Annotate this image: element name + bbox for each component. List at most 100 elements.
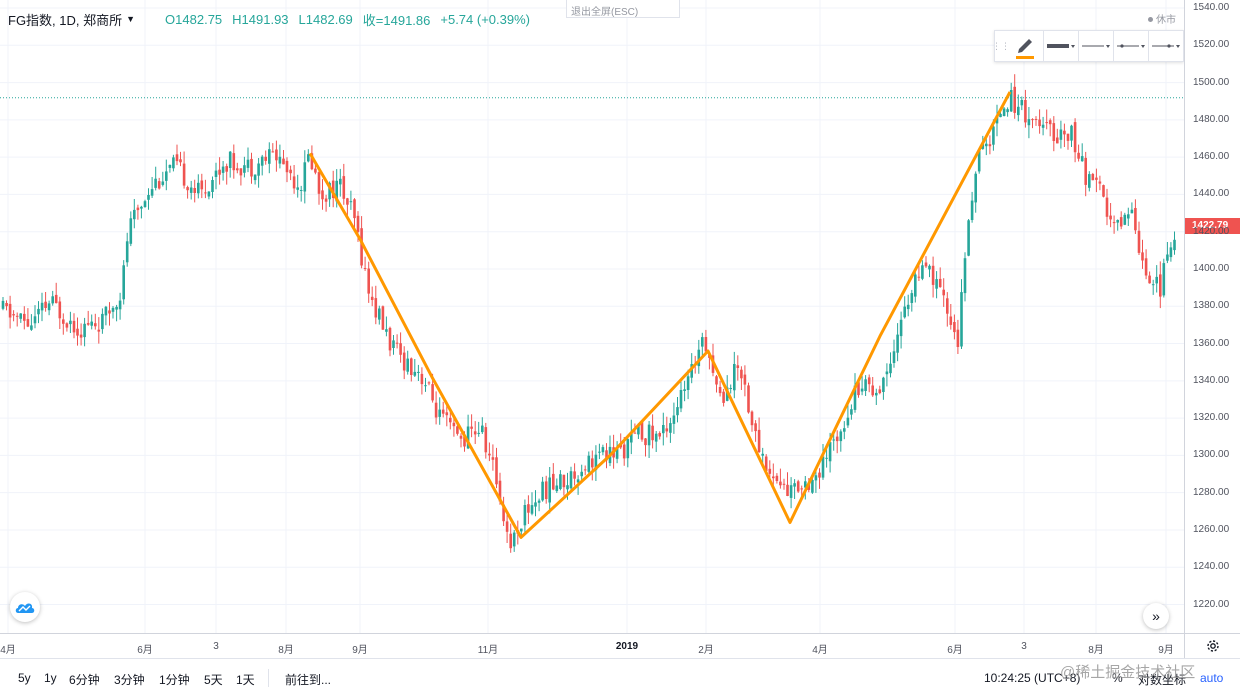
range-1min[interactable]: 1分钟 bbox=[159, 673, 190, 687]
candle[interactable] bbox=[62, 313, 65, 335]
candle[interactable] bbox=[860, 376, 864, 396]
candle[interactable] bbox=[523, 499, 527, 534]
candle[interactable] bbox=[722, 388, 725, 407]
candle[interactable] bbox=[5, 300, 8, 311]
candle[interactable] bbox=[154, 166, 157, 191]
candle[interactable] bbox=[427, 381, 431, 386]
candle[interactable] bbox=[477, 421, 480, 437]
candle[interactable] bbox=[125, 232, 129, 267]
candle[interactable] bbox=[665, 416, 669, 438]
candle[interactable] bbox=[470, 414, 473, 438]
candle[interactable] bbox=[1059, 120, 1063, 149]
candle[interactable] bbox=[15, 312, 19, 327]
candle[interactable] bbox=[342, 163, 346, 205]
candle[interactable] bbox=[1102, 184, 1105, 198]
candle[interactable] bbox=[118, 292, 122, 320]
candle[interactable] bbox=[1166, 242, 1169, 264]
candle[interactable] bbox=[885, 363, 889, 387]
chart-settings-button[interactable] bbox=[1184, 633, 1240, 658]
candle[interactable] bbox=[615, 441, 619, 464]
range-1y[interactable]: 1y bbox=[44, 671, 57, 685]
candle[interactable] bbox=[200, 173, 204, 199]
candle[interactable] bbox=[733, 351, 736, 399]
candle[interactable] bbox=[413, 359, 417, 377]
candle[interactable] bbox=[1006, 107, 1009, 117]
candle[interactable] bbox=[172, 154, 175, 172]
candle[interactable] bbox=[292, 165, 296, 194]
candle[interactable] bbox=[168, 164, 172, 173]
candle[interactable] bbox=[104, 305, 108, 326]
candle[interactable] bbox=[935, 271, 938, 299]
candle[interactable] bbox=[1112, 215, 1116, 234]
candle[interactable] bbox=[1084, 151, 1087, 197]
candle[interactable] bbox=[23, 306, 26, 330]
candle[interactable] bbox=[704, 329, 708, 352]
drag-handle-icon[interactable]: ⋮⋮ bbox=[992, 40, 1010, 51]
candle[interactable] bbox=[530, 492, 534, 516]
candle[interactable] bbox=[630, 419, 633, 455]
candle[interactable] bbox=[86, 310, 90, 326]
candle[interactable] bbox=[871, 377, 874, 397]
candle[interactable] bbox=[1123, 212, 1127, 226]
candle[interactable] bbox=[715, 375, 718, 393]
candle[interactable] bbox=[37, 301, 40, 324]
line-end-arrow-icon[interactable] bbox=[1149, 31, 1183, 61]
candle[interactable] bbox=[1070, 124, 1073, 147]
candle[interactable] bbox=[197, 174, 200, 199]
candle[interactable] bbox=[686, 369, 690, 400]
candle[interactable] bbox=[1038, 109, 1041, 134]
candle[interactable] bbox=[179, 151, 182, 167]
candle[interactable] bbox=[218, 157, 221, 185]
percent-scale-toggle[interactable]: % bbox=[1112, 671, 1123, 685]
price-axis[interactable]: 1422.79 1540.00 1520.00 1500.00 1480.00 1460… bbox=[1184, 0, 1240, 633]
line-style-dotted-icon[interactable] bbox=[1114, 31, 1148, 61]
candle[interactable] bbox=[747, 382, 750, 414]
candlestick-series[interactable] bbox=[1, 74, 1176, 553]
candle[interactable] bbox=[402, 346, 406, 380]
candle[interactable] bbox=[736, 355, 740, 381]
candle[interactable] bbox=[875, 388, 878, 405]
candle[interactable] bbox=[115, 304, 118, 322]
candle[interactable] bbox=[740, 366, 743, 390]
candle[interactable] bbox=[1137, 221, 1141, 255]
candle[interactable] bbox=[1027, 107, 1031, 139]
candle[interactable] bbox=[914, 268, 917, 303]
candle[interactable] bbox=[122, 260, 125, 305]
candle[interactable] bbox=[789, 477, 793, 509]
candle[interactable] bbox=[260, 154, 264, 176]
candle[interactable] bbox=[1052, 116, 1056, 152]
line-width-icon[interactable] bbox=[1044, 31, 1078, 61]
candle[interactable] bbox=[796, 479, 800, 493]
candle[interactable] bbox=[527, 495, 530, 524]
candle[interactable] bbox=[583, 465, 587, 476]
candle[interactable] bbox=[491, 444, 495, 471]
pencil-icon[interactable] bbox=[1007, 31, 1043, 61]
range-5y[interactable]: 5y bbox=[18, 671, 31, 685]
candle[interactable] bbox=[662, 412, 665, 446]
candle[interactable] bbox=[321, 179, 324, 210]
candle[interactable] bbox=[1045, 109, 1048, 130]
chevron-down-icon[interactable]: ▼ bbox=[126, 14, 136, 24]
candle[interactable] bbox=[289, 165, 292, 181]
candle[interactable] bbox=[257, 158, 260, 188]
candle[interactable] bbox=[1134, 199, 1137, 234]
candle[interactable] bbox=[786, 472, 789, 497]
candle[interactable] bbox=[370, 286, 374, 307]
candle[interactable] bbox=[495, 447, 498, 489]
candle[interactable] bbox=[204, 179, 207, 199]
candle[interactable] bbox=[441, 401, 445, 418]
candle[interactable] bbox=[488, 442, 491, 462]
candle[interactable] bbox=[928, 264, 931, 278]
candle[interactable] bbox=[1148, 271, 1151, 284]
candle[interactable] bbox=[94, 313, 97, 330]
candle[interactable] bbox=[608, 435, 612, 467]
candle[interactable] bbox=[1144, 249, 1148, 280]
candle[interactable] bbox=[1041, 116, 1045, 136]
candle[interactable] bbox=[243, 156, 246, 178]
goto-date-button[interactable]: 前往到... bbox=[285, 673, 332, 687]
candle[interactable] bbox=[850, 404, 853, 420]
candle[interactable] bbox=[278, 144, 282, 169]
candle[interactable] bbox=[246, 147, 250, 173]
candle[interactable] bbox=[899, 311, 903, 349]
candle[interactable] bbox=[814, 470, 818, 493]
